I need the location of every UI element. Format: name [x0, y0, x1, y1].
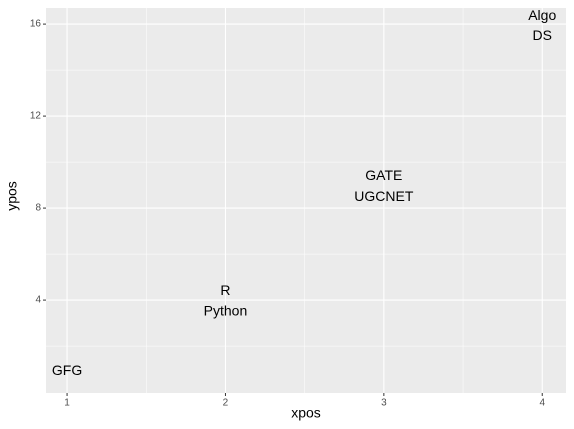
x-tick-label: 2 [223, 398, 229, 409]
panel [46, 8, 566, 393]
x-tick-label: 3 [381, 398, 387, 409]
y-tick-label: 4 [35, 295, 41, 306]
point-label: GFG [52, 362, 82, 378]
point-label: GATE [365, 167, 402, 183]
point-label: DS [533, 27, 552, 43]
x-tick-label: 4 [539, 398, 545, 409]
x-tick-label: 1 [64, 398, 70, 409]
point-label: R [220, 282, 230, 298]
x-axis-label: xpos [291, 405, 321, 421]
y-tick-label: 8 [35, 203, 41, 214]
point-label: Algo [528, 7, 556, 23]
y-axis-label: ypos [4, 181, 20, 211]
y-tick-label: 12 [30, 111, 42, 122]
point-label: UGCNET [354, 188, 414, 204]
y-tick-label: 16 [30, 19, 42, 30]
point-label: Python [204, 303, 248, 319]
